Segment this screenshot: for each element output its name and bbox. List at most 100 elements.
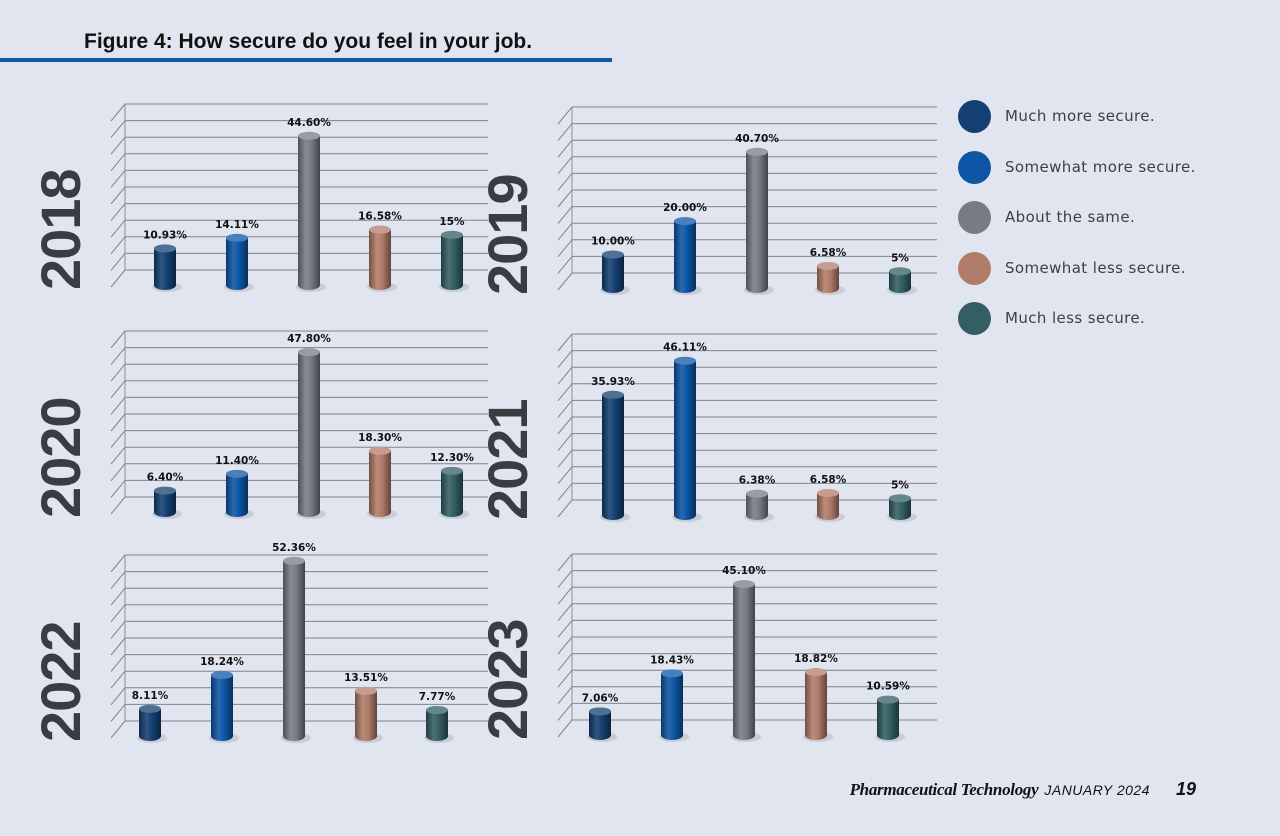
bar-top [589, 707, 611, 716]
gridline-depth [557, 499, 573, 518]
bar-top [369, 446, 391, 455]
gridline-depth [557, 483, 573, 501]
data-label: 18.82% [794, 653, 838, 665]
gridline-depth [557, 383, 573, 402]
data-label: 6.58% [810, 474, 847, 486]
bar-top [733, 580, 755, 589]
gridline-depth [557, 620, 573, 638]
bar-body [733, 584, 755, 740]
bar [659, 669, 689, 742]
gridline-depth [110, 587, 126, 606]
gridline-depth [110, 380, 126, 399]
gridline-depth [110, 621, 126, 639]
chart-2018: 2018 10.93% 14.11% 44.60% 16.58% 15% [29, 103, 488, 292]
gridline-depth [110, 463, 126, 482]
gridline-depth [110, 136, 126, 155]
bar-body [746, 493, 768, 520]
data-label: 15% [439, 216, 465, 228]
bar-body [441, 234, 463, 290]
gridline-depth [557, 570, 573, 588]
bar [224, 233, 254, 292]
bar [296, 348, 326, 519]
gridline-depth [557, 106, 573, 125]
gridline-depth [110, 704, 126, 722]
bar [152, 244, 182, 292]
gridline-depth [557, 272, 573, 291]
gridline-depth [110, 363, 126, 382]
gridline-depth [110, 253, 126, 271]
footer: Pharmaceutical Technology JANUARY 2024 19 [850, 779, 1196, 800]
bar-body [298, 352, 320, 517]
bar [296, 131, 326, 292]
gridline-depth [110, 219, 126, 238]
bar-body [889, 271, 911, 293]
data-label: 40.70% [735, 133, 779, 145]
data-label: 18.24% [200, 656, 244, 668]
legend-label: Somewhat more secure. [1005, 157, 1196, 176]
bar-body [817, 265, 839, 293]
gridline-depth [110, 203, 126, 221]
gridline-depth [557, 719, 573, 738]
bar [600, 250, 630, 295]
gridline-depth [110, 446, 126, 465]
bar-body [746, 151, 768, 293]
gridline-depth [110, 120, 126, 138]
title-rule [0, 58, 612, 62]
bar-body [589, 711, 611, 740]
year-label: 2020 [29, 397, 92, 518]
page-number: 19 [1175, 779, 1196, 799]
data-label: 18.30% [358, 432, 402, 444]
chart-2019: 2019 10.00% 20.00% 40.70% 6.58% 5% [476, 106, 937, 295]
data-label: 6.38% [739, 475, 776, 487]
bar [815, 488, 845, 522]
gridline-depth [110, 153, 126, 172]
gridline-depth [557, 703, 573, 721]
bar-top [877, 695, 899, 704]
bar-body [154, 248, 176, 290]
gridline-depth [557, 466, 573, 485]
gridline-depth [557, 686, 573, 705]
bar [367, 446, 397, 519]
legend-label: Somewhat less secure. [1005, 258, 1186, 277]
data-label: 10.93% [143, 229, 187, 241]
bar [815, 261, 845, 295]
bar-top [369, 225, 391, 234]
bar-top [283, 556, 305, 565]
data-label: 35.93% [591, 376, 635, 388]
bar-top [355, 686, 377, 695]
bar-top [226, 469, 248, 478]
gridline-depth [110, 687, 126, 706]
footer-publication: Pharmaceutical Technology [849, 780, 1039, 799]
data-label: 13.51% [344, 672, 388, 684]
bar-top [889, 494, 911, 503]
gridline-depth [110, 347, 126, 365]
data-label: 7.06% [582, 692, 619, 704]
gridline-depth [557, 400, 573, 418]
bar-top [674, 356, 696, 365]
data-label: 44.60% [287, 117, 331, 129]
data-label: 11.40% [215, 455, 259, 467]
bar [744, 489, 774, 522]
data-label: 14.11% [215, 219, 259, 231]
bar-top [298, 348, 320, 357]
bar-top [817, 488, 839, 497]
bar-body [602, 394, 624, 520]
gridline-depth [557, 553, 573, 572]
data-label: 18.43% [650, 654, 694, 666]
data-label: 47.80% [287, 333, 331, 345]
bar [587, 707, 617, 742]
bar-top [602, 390, 624, 399]
gridline-depth [110, 480, 126, 498]
legend-label: Much more secure. [1005, 107, 1156, 125]
bar-top [154, 486, 176, 495]
bar-body [426, 710, 448, 741]
bar [137, 704, 167, 743]
bar-top [817, 261, 839, 270]
bar-top [298, 131, 320, 140]
bar-top [211, 670, 233, 679]
gridline-depth [110, 186, 126, 205]
legend-swatch-somewhat-less-secure [958, 251, 991, 285]
bar-top [441, 230, 463, 239]
year-label: 2022 [29, 621, 92, 742]
bar [887, 267, 917, 295]
